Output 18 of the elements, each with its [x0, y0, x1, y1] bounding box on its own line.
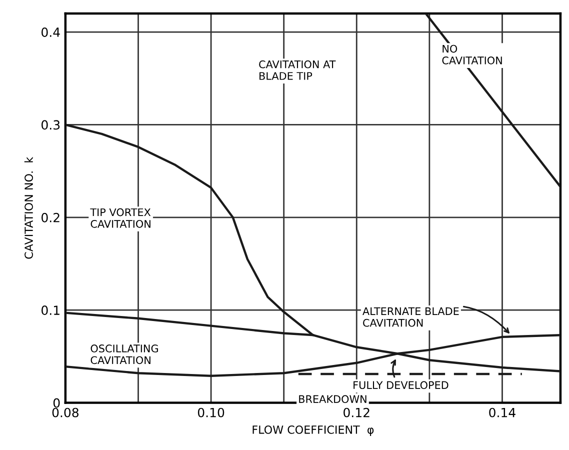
- x-tick-label: 0.12: [344, 408, 370, 418]
- y-axis-title: CAVITATION NO. k: [24, 156, 33, 259]
- x-tick-label: 0.14: [489, 408, 516, 418]
- annotation: FULLY DEVELOPED: [354, 381, 448, 390]
- annotation: NO CAVITATION: [442, 44, 502, 64]
- annotation: OSCILLATING CAVITATION: [90, 344, 158, 364]
- y-tick-label: 0.3: [42, 120, 60, 130]
- x-axis-title: FLOW COEFFICIENT φ: [252, 425, 374, 436]
- y-tick-label: 0: [53, 398, 60, 408]
- annotation: CAVITATION AT BLADE TIP: [259, 60, 336, 80]
- annotation: BREAKDOWN: [299, 395, 366, 404]
- annotation: TIP VORTEX CAVITATION: [90, 208, 151, 228]
- y-tick-label: 0.4: [42, 28, 60, 37]
- x-tick-label: 0.08: [52, 408, 78, 418]
- y-tick-label: 0.2: [42, 212, 60, 222]
- x-tick-label: 0.10: [198, 408, 224, 418]
- annotation: ALTERNATE BLADE CAVITATION: [362, 307, 459, 327]
- y-tick-label: 0.1: [42, 306, 60, 315]
